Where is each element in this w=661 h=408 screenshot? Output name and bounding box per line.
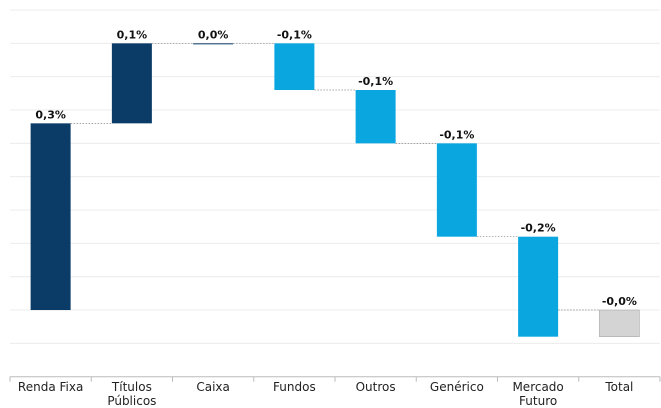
value-label: -0,0% [602, 295, 637, 308]
x-tick-label: Outros [355, 380, 396, 394]
bar [599, 309, 640, 337]
x-tick-label: Caixa [196, 380, 230, 394]
x-tick-label: Renda Fixa [17, 380, 84, 394]
bar [355, 90, 396, 144]
x-tick-label: Títulos Públicos [107, 380, 157, 408]
bar [30, 123, 71, 311]
value-label: -0,1% [439, 128, 474, 141]
x-tick-label: Mercado Futuro [512, 380, 564, 408]
bar [518, 236, 559, 337]
value-label: -0,1% [358, 75, 393, 88]
bar [193, 43, 234, 45]
value-label: 0,1% [117, 28, 148, 41]
bar [436, 143, 477, 237]
x-tick-label: Fundos [273, 380, 316, 394]
value-label: -0,1% [277, 28, 312, 41]
x-tick-label: Total [605, 380, 634, 394]
value-label: 0,3% [35, 108, 66, 121]
bar [274, 43, 315, 91]
bar [111, 43, 152, 124]
value-label: 0,0% [198, 28, 229, 41]
value-label: -0,2% [521, 222, 556, 235]
x-tick-label: Genérico [429, 380, 484, 394]
